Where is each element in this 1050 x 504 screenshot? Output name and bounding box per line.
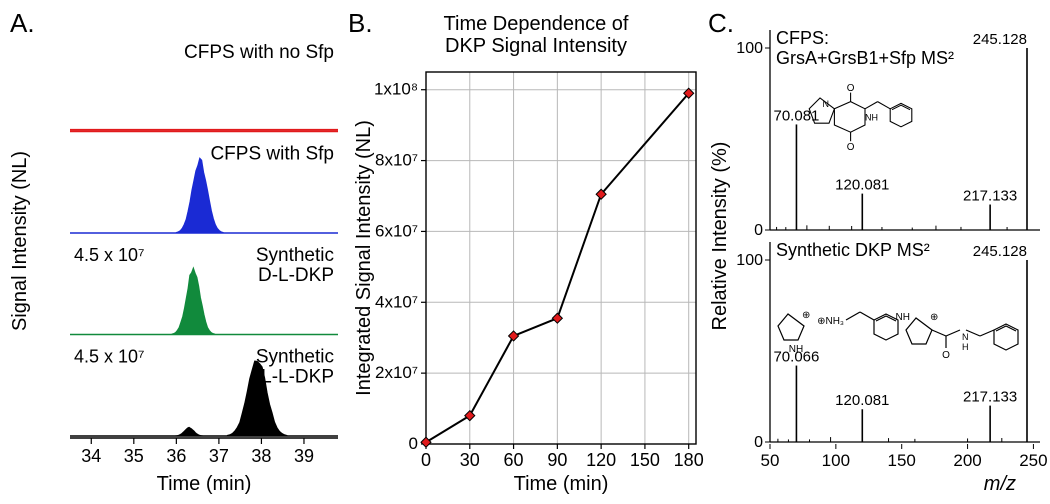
svg-text:6x10⁷: 6x10⁷	[375, 221, 418, 240]
svg-text:100: 100	[822, 451, 850, 470]
svg-text:Time Dependence of: Time Dependence of	[444, 13, 629, 35]
svg-text:N: N	[823, 99, 830, 109]
svg-text:L-L-DKP: L-L-DKP	[261, 367, 334, 388]
svg-text:0: 0	[754, 434, 763, 451]
svg-text:Signal Intensity (NL): Signal Intensity (NL)	[9, 151, 31, 331]
panel-C: C. Relative Intensity (%) 0 100 CFPS:GrsA+G…	[708, 8, 1048, 496]
svg-text:35: 35	[124, 446, 144, 466]
svg-text:34: 34	[81, 446, 101, 466]
svg-text:36: 36	[166, 446, 186, 466]
svg-text:30: 30	[460, 450, 480, 470]
svg-text:Time (min): Time (min)	[514, 473, 609, 495]
panel-C-svg: Relative Intensity (%) 0 100 CFPS:GrsA+GrsB…	[708, 8, 1048, 496]
svg-text:NH: NH	[896, 312, 910, 323]
svg-text:245.128: 245.128	[973, 31, 1027, 48]
svg-text:0: 0	[421, 450, 431, 470]
svg-text:217.133: 217.133	[963, 389, 1017, 406]
panel-A-svg: Signal Intensity (NL) CFPS with no Sfp CFP…	[8, 8, 348, 496]
svg-text:Time (min): Time (min)	[157, 473, 252, 495]
svg-text:0: 0	[754, 222, 763, 239]
svg-text:150: 150	[630, 450, 660, 470]
svg-text:DKP Signal Intensity: DKP Signal Intensity	[445, 35, 627, 57]
svg-text:37: 37	[209, 446, 229, 466]
panel-letter-B: B.	[348, 8, 373, 39]
svg-text:120: 120	[586, 450, 616, 470]
svg-text:Synthetic: Synthetic	[256, 347, 334, 368]
svg-text:200: 200	[953, 451, 981, 470]
svg-text:2x10⁷: 2x10⁷	[375, 363, 418, 382]
svg-text:⊕: ⊕	[802, 310, 810, 321]
svg-text:180: 180	[674, 450, 704, 470]
svg-text:O: O	[847, 83, 855, 94]
svg-text:⊕NH₃: ⊕NH₃	[817, 316, 844, 327]
panel-letter-C: C.	[708, 8, 734, 39]
svg-text:Integrated Signal Intensity (N: Integrated Signal Intensity (NL)	[353, 120, 375, 396]
svg-text:Synthetic DKP MS²: Synthetic DKP MS²	[776, 240, 930, 260]
svg-text:4.5 x 10⁷: 4.5 x 10⁷	[74, 347, 145, 367]
svg-text:CFPS:: CFPS:	[776, 28, 829, 48]
svg-text:m/z: m/z	[984, 473, 1016, 495]
panel-B: B. Time Dependence ofDKP Signal Intensit…	[348, 8, 708, 496]
svg-text:120.081: 120.081	[835, 177, 889, 194]
svg-text:Synthetic: Synthetic	[256, 245, 334, 266]
svg-text:O: O	[942, 350, 950, 361]
svg-text:50: 50	[761, 451, 780, 470]
panel-A: A. Signal Intensity (NL) CFPS with no Sfp…	[8, 8, 348, 496]
panel-letter-A: A.	[10, 8, 35, 39]
svg-text:⊕: ⊕	[930, 312, 938, 323]
svg-text:O: O	[847, 142, 855, 153]
svg-text:N: N	[962, 332, 969, 342]
svg-text:CFPS with Sfp: CFPS with Sfp	[210, 144, 334, 165]
svg-text:8x10⁷: 8x10⁷	[375, 151, 418, 170]
svg-text:90: 90	[547, 450, 567, 470]
svg-text:0: 0	[409, 434, 418, 453]
svg-text:4.5 x 10⁷: 4.5 x 10⁷	[74, 245, 145, 265]
svg-text:CFPS with no Sfp: CFPS with no Sfp	[184, 42, 334, 63]
svg-text:Relative Intensity (%): Relative Intensity (%)	[709, 142, 731, 331]
svg-text:217.133: 217.133	[963, 188, 1017, 205]
svg-text:38: 38	[251, 446, 271, 466]
svg-text:245.128: 245.128	[973, 243, 1027, 260]
svg-text:100: 100	[736, 252, 763, 269]
svg-text:H: H	[962, 342, 969, 352]
svg-text:D-L-DKP: D-L-DKP	[258, 265, 334, 286]
svg-text:70.081: 70.081	[774, 107, 820, 124]
svg-text:NH: NH	[789, 344, 803, 355]
svg-text:250: 250	[1019, 451, 1047, 470]
figure: A. Signal Intensity (NL) CFPS with no Sfp…	[8, 8, 1042, 496]
svg-text:120.081: 120.081	[835, 392, 889, 409]
svg-text:100: 100	[736, 40, 763, 57]
panel-B-svg: Time Dependence ofDKP Signal Intensity 0 2…	[348, 8, 708, 496]
svg-text:GrsA+GrsB1+Sfp MS²: GrsA+GrsB1+Sfp MS²	[776, 48, 954, 68]
svg-text:4x10⁷: 4x10⁷	[375, 292, 418, 311]
svg-text:60: 60	[504, 450, 524, 470]
svg-text:1x10⁸: 1x10⁸	[374, 80, 418, 99]
svg-text:NH: NH	[865, 113, 878, 123]
svg-text:39: 39	[294, 446, 314, 466]
svg-text:150: 150	[888, 451, 916, 470]
